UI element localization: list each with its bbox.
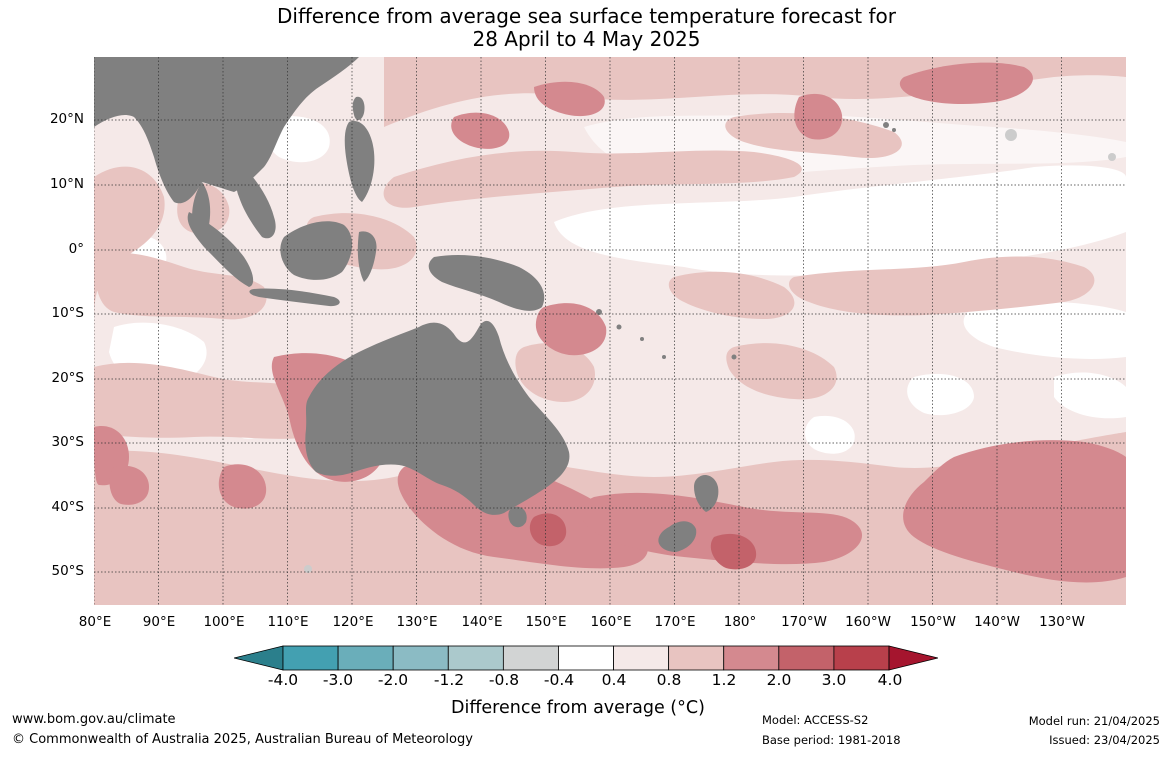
lon-label-130e: 130°E	[396, 614, 438, 630]
legend-tick-label: -4.0	[267, 671, 299, 689]
map-title-line1: Difference from average sea surface temp…	[276, 4, 896, 28]
lon-label-110e: 110°E	[267, 614, 309, 630]
lon-label-140e: 140°E	[461, 614, 503, 630]
footer-issued: Issued: 23/04/2025	[1049, 733, 1160, 747]
footer-model: Model: ACCESS-S2	[762, 713, 869, 727]
colorbar-cell	[282, 645, 339, 671]
colorbar-cell	[392, 645, 449, 671]
legend-tick-label: 0.4	[601, 671, 627, 689]
lon-label-80e: 80°E	[78, 614, 112, 630]
legend-tick-label: -1.2	[433, 671, 465, 689]
legend-tick-label: 4.0	[877, 671, 903, 689]
colorbar-extend-high	[888, 645, 938, 671]
lon-label-160w: 160°W	[845, 614, 891, 630]
colorbar-cell	[337, 645, 394, 671]
lon-label-120e: 120°E	[332, 614, 374, 630]
colorbar-cell	[833, 645, 890, 671]
legend-tick-label: -2.0	[377, 671, 409, 689]
legend-tick-label: -0.4	[543, 671, 575, 689]
legend-colorbar	[234, 645, 938, 671]
footer-model-run: Model run: 21/04/2025	[1028, 714, 1160, 728]
colorbar-cell	[447, 645, 504, 671]
lat-label-20s: 20°S	[51, 370, 85, 386]
lon-label-150e: 150°E	[525, 614, 567, 630]
legend-tick-label: 3.0	[821, 671, 847, 689]
lat-label-10n: 10°N	[49, 176, 84, 192]
legend-tick-label: 2.0	[766, 671, 792, 689]
footer-base-period: Base period: 1981-2018	[762, 733, 901, 747]
colorbar-cell	[723, 645, 780, 671]
lat-label-30s: 30°S	[51, 434, 85, 450]
lon-label-100e: 100°E	[203, 614, 245, 630]
colorbar-cell	[502, 645, 559, 671]
lon-label-140w: 140°W	[974, 614, 1020, 630]
colorbar-cell	[668, 645, 725, 671]
lat-label-50s: 50°S	[51, 563, 85, 579]
lat-label-40s: 40°S	[51, 499, 85, 515]
colorbar-cell	[613, 645, 670, 671]
colorbar-extend-low	[234, 645, 284, 671]
legend-tick-label: -0.8	[488, 671, 520, 689]
lon-label-180: 180°	[723, 614, 757, 630]
colorbar-cell	[778, 645, 835, 671]
legend-tick-label: 1.2	[711, 671, 737, 689]
sst-map-svg	[94, 57, 1126, 605]
legend-label: Difference from average (°C)	[451, 698, 705, 718]
map-gridlines	[94, 57, 1126, 605]
sea-ice-patches	[304, 129, 1116, 573]
lon-label-130w: 130°W	[1039, 614, 1085, 630]
lat-label-10s: 10°S	[51, 305, 85, 321]
map-title-line2: 28 April to 4 May 2025	[472, 27, 701, 51]
lon-label-150w: 150°W	[910, 614, 956, 630]
colorbar-cells	[234, 645, 938, 671]
lat-label-0: 0°	[68, 241, 84, 257]
lon-label-170w: 170°W	[781, 614, 827, 630]
sst-anomaly-map	[94, 57, 1126, 605]
land-masses	[94, 57, 896, 552]
footer-copyright: © Commonwealth of Australia 2025, Austra…	[12, 732, 473, 747]
map-title: Difference from average sea surface temp…	[0, 5, 1173, 51]
lon-label-90e: 90°E	[142, 614, 176, 630]
lon-label-170e: 170°E	[654, 614, 696, 630]
footer-website: www.bom.gov.au/climate	[12, 712, 176, 727]
legend-tick-label: -3.0	[322, 671, 354, 689]
anomaly-2.0-3.0	[529, 513, 757, 570]
lon-label-160e: 160°E	[590, 614, 632, 630]
legend-tick-label: 0.8	[656, 671, 682, 689]
colorbar-cell	[558, 645, 614, 671]
lat-label-20n: 20°N	[49, 111, 84, 127]
